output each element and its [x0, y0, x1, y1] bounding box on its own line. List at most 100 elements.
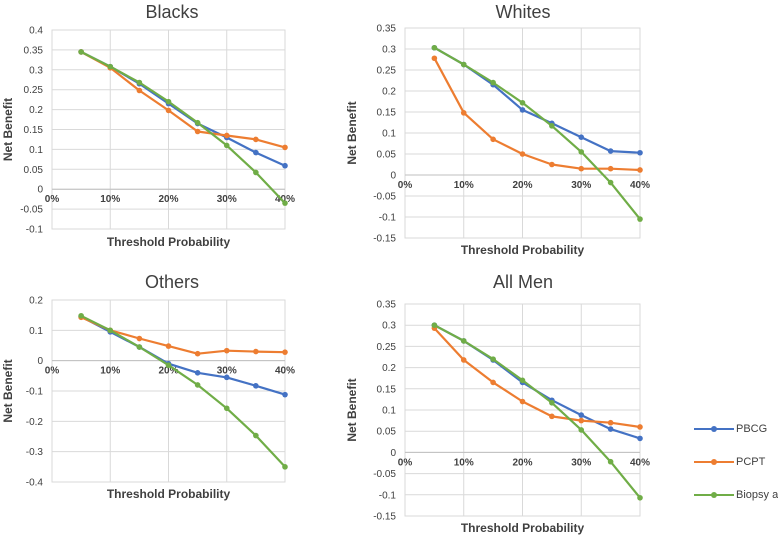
y-tick-label: 0.05 [377, 427, 397, 438]
x-tick-label: 40% [275, 366, 295, 377]
legend-swatch [694, 457, 734, 467]
data-point-pcpt [637, 424, 643, 430]
data-point-pbcg [253, 149, 259, 156]
chart-title: All Men [493, 272, 553, 292]
y-tick-label: 0.3 [29, 65, 43, 76]
y-axis-label: Net Benefit [1, 98, 15, 161]
data-point-biopsy-all-men [253, 169, 259, 176]
y-tick-label: -0.1 [379, 490, 397, 501]
x-tick-label: 20% [512, 180, 532, 191]
x-tick-label: 10% [100, 366, 120, 377]
data-point-biopsy-all-men [578, 427, 585, 433]
y-tick-label: 0.4 [29, 26, 43, 37]
data-point-pcpt [607, 419, 614, 426]
data-point-pbcg [282, 162, 288, 169]
legend-label: Biopsy all Men [736, 489, 778, 501]
x-axis-label: Threshold Probability [107, 235, 231, 249]
chart-title: Whites [495, 2, 550, 22]
y-tick-label: 0.3 [382, 45, 396, 56]
data-point-pcpt [194, 350, 201, 357]
y-tick-label: -0.2 [26, 417, 44, 428]
data-point-pcpt [519, 398, 526, 405]
data-point-biopsy-all-men [223, 142, 230, 149]
data-point-pcpt [549, 413, 555, 420]
x-tick-label: 0% [45, 366, 60, 377]
x-tick-label: 40% [275, 194, 295, 205]
y-tick-label: 0.15 [24, 125, 44, 136]
y-tick-label: 0.1 [29, 326, 43, 337]
data-point-pcpt [165, 107, 172, 114]
data-point-biopsy-all-men [431, 322, 438, 329]
series-line-pcpt [433, 57, 641, 172]
y-tick-label: 0.15 [377, 108, 397, 119]
chart-title: Others [145, 272, 199, 292]
data-point-pbcg [607, 148, 614, 154]
data-point-biopsy-all-men [578, 149, 585, 155]
data-point-pbcg [578, 134, 585, 140]
data-point-pbcg [578, 412, 585, 418]
y-tick-label: 0 [37, 356, 43, 367]
y-tick-label: 0.1 [382, 129, 396, 140]
series-line-pcpt [80, 316, 286, 355]
data-point-pcpt [460, 110, 467, 116]
data-point-pcpt [578, 165, 585, 172]
legend-label: PCPT [736, 456, 766, 468]
x-tick-label: 0% [398, 457, 413, 468]
y-tick-label: -0.1 [379, 213, 397, 224]
y-tick-label: 0.2 [382, 87, 396, 98]
data-point-pcpt [223, 132, 230, 139]
series-line-biopsy-all-men [80, 314, 286, 468]
data-point-pcpt [431, 55, 438, 62]
series-line-pcpt [80, 50, 286, 149]
data-point-pcpt [136, 335, 143, 342]
legend-item-biopsy-all-men: Biopsy all Men [694, 488, 778, 502]
y-tick-label: 0.1 [29, 145, 43, 156]
x-tick-label: 20% [512, 457, 532, 468]
data-point-biopsy-all-men [607, 179, 614, 186]
series-line-biopsy-all-men [433, 324, 641, 499]
legend-swatch [694, 424, 734, 434]
y-tick-label: 0.25 [24, 85, 44, 96]
chart-blacks: -0.1 -0.05 0 0.05 0.1 0.15 0.2 0.25 0.3 0.35 0.4 0%… [1, 2, 295, 249]
y-tick-label: 0.05 [377, 150, 397, 161]
x-tick-label: 0% [398, 180, 413, 191]
y-tick-label: 0.25 [377, 66, 397, 77]
data-point-pcpt [194, 128, 201, 135]
data-point-biopsy-all-men [637, 494, 643, 501]
data-point-pbcg [607, 426, 614, 432]
y-tick-label: 0.2 [29, 105, 43, 116]
y-tick-label: -0.3 [26, 447, 44, 458]
x-tick-label: 20% [158, 194, 178, 205]
data-point-biopsy-all-men [107, 327, 114, 334]
data-point-pcpt [282, 144, 288, 151]
data-point-biopsy-all-men [165, 98, 172, 105]
y-tick-label: -0.4 [26, 478, 44, 489]
data-point-pcpt [165, 343, 172, 349]
data-point-biopsy-all-men [194, 382, 201, 388]
data-point-biopsy-all-men [490, 79, 496, 86]
data-point-biopsy-all-men [519, 99, 526, 106]
chart-whites: -0.15 -0.1 -0.05 0 0.05 0.1 0.15 0.2 0.25 0.3 0.35… [345, 2, 650, 257]
chart-title: Blacks [145, 2, 198, 22]
data-point-biopsy-all-men [519, 377, 526, 384]
data-point-biopsy-all-men [194, 119, 201, 126]
series-line-biopsy-all-men [80, 50, 286, 204]
data-point-pbcg [194, 370, 201, 376]
data-point-pcpt [549, 161, 555, 168]
x-tick-label: 30% [571, 457, 591, 468]
x-tick-label: 0% [45, 194, 60, 205]
legend-item-pcpt: PCPT [694, 455, 778, 469]
data-point-biopsy-all-men [282, 464, 288, 470]
data-point-pbcg [223, 374, 230, 381]
x-tick-label: 30% [217, 194, 237, 205]
data-point-pcpt [282, 349, 288, 355]
data-point-biopsy-all-men [78, 49, 84, 55]
x-tick-label: 30% [217, 366, 237, 377]
y-tick-label: 0 [37, 185, 43, 196]
data-point-biopsy-all-men [282, 200, 288, 206]
y-axis-label: Net Benefit [345, 378, 359, 441]
data-point-pcpt [223, 347, 230, 354]
series-line-biopsy-all-men [433, 46, 641, 220]
x-axis-label: Threshold Probability [107, 487, 231, 501]
